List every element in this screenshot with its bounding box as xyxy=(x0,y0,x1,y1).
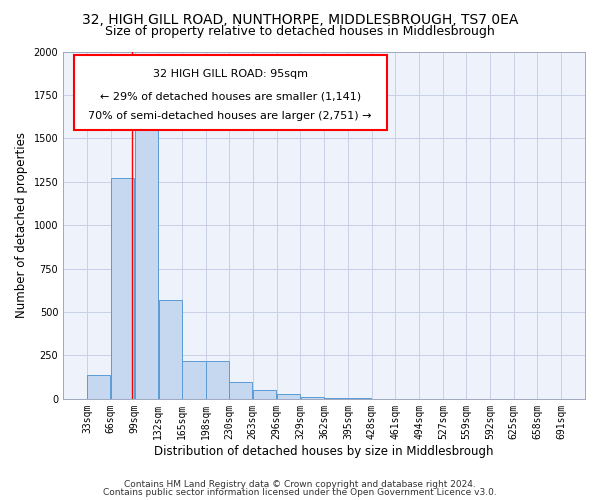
Bar xyxy=(135,126,158,399)
Y-axis label: Number of detached properties: Number of detached properties xyxy=(15,132,28,318)
Text: Size of property relative to detached houses in Middlesbrough: Size of property relative to detached ho… xyxy=(105,25,495,38)
Text: 70% of semi-detached houses are larger (2,751) →: 70% of semi-detached houses are larger (… xyxy=(88,111,372,121)
Bar xyxy=(277,394,300,399)
Bar xyxy=(229,382,253,399)
Text: 32, HIGH GILL ROAD, NUNTHORPE, MIDDLESBROUGH, TS7 0EA: 32, HIGH GILL ROAD, NUNTHORPE, MIDDLESBR… xyxy=(82,12,518,26)
FancyBboxPatch shape xyxy=(74,55,387,130)
Bar xyxy=(111,178,134,399)
Text: Contains HM Land Registry data © Crown copyright and database right 2024.: Contains HM Land Registry data © Crown c… xyxy=(124,480,476,489)
Bar xyxy=(158,300,182,399)
Bar xyxy=(206,362,229,399)
Text: ← 29% of detached houses are smaller (1,141): ← 29% of detached houses are smaller (1,… xyxy=(100,91,361,101)
Bar xyxy=(325,398,347,399)
Bar xyxy=(182,362,206,399)
Bar xyxy=(253,390,276,399)
Bar xyxy=(301,397,324,399)
X-axis label: Distribution of detached houses by size in Middlesbrough: Distribution of detached houses by size … xyxy=(154,444,494,458)
Text: 32 HIGH GILL ROAD: 95sqm: 32 HIGH GILL ROAD: 95sqm xyxy=(152,68,308,78)
Bar xyxy=(88,374,110,399)
Text: Contains public sector information licensed under the Open Government Licence v3: Contains public sector information licen… xyxy=(103,488,497,497)
